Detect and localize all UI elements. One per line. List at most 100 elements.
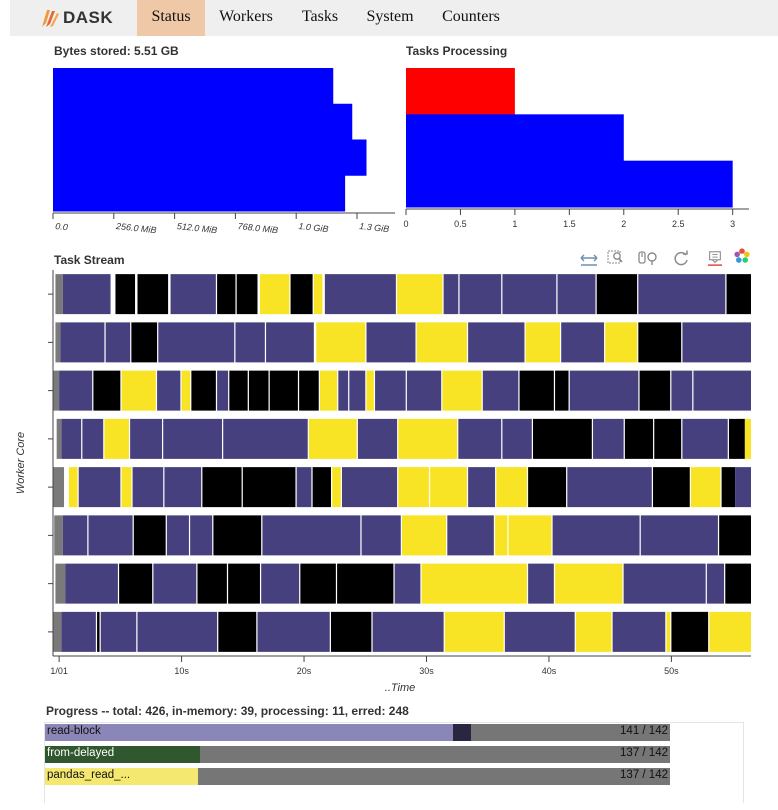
task-stream-bar — [97, 611, 100, 652]
stream-y-label: Worker Core — [15, 432, 27, 494]
task-stream-bar — [654, 418, 682, 459]
progress-row-read-block[interactable]: read-block 141 / 142 — [45, 724, 670, 741]
task-stream-bar — [482, 370, 519, 411]
processing-bar — [406, 68, 515, 115]
task-stream-bar — [458, 418, 502, 459]
progress-frame — [44, 722, 744, 803]
nav-system[interactable]: System — [366, 8, 414, 25]
task-stream-bar — [719, 515, 751, 556]
nav-workers[interactable]: Workers — [219, 8, 273, 25]
bytes-x-tick-label: 256.0 MiB — [115, 221, 157, 235]
task-stream-bar — [459, 274, 502, 315]
task-stream-bar — [104, 418, 129, 459]
task-stream-bar — [394, 563, 421, 604]
processing-x-tick-label: 0 — [403, 219, 408, 229]
processing-bar — [406, 114, 624, 162]
task-stream-bar — [299, 370, 319, 411]
dask-logo-icon — [42, 10, 59, 27]
processing-bar — [406, 160, 733, 208]
stream-x-tick-label: 1/01 — [50, 666, 68, 676]
pan-icon[interactable] — [580, 250, 598, 266]
processing-x-tick-label: 1.5 — [563, 219, 576, 229]
task-stream-bar — [575, 611, 612, 652]
task-stream-bar — [137, 274, 169, 315]
task-stream-bar — [495, 515, 508, 556]
progress-row-from-delayed[interactable]: from-delayed 137 / 142 — [45, 746, 670, 763]
bytes-x-tick-label: 1.0 GiB — [298, 221, 329, 234]
dask-logo[interactable]: DASK — [38, 6, 113, 30]
task-stream-bar — [502, 274, 557, 315]
task-stream-bar — [416, 322, 467, 363]
task-stream-bar — [721, 467, 736, 508]
nav-counters[interactable]: Counters — [442, 8, 500, 25]
bytes-stored-chart[interactable]: 0.0 256.0 MiB 512.0 MiB 768.0 MiB 1.0 GiB 1.3… — [0, 0, 778, 250]
task-stream-bar — [421, 563, 527, 604]
task-stream-bar — [508, 515, 552, 556]
stream-x-tick-label: 20s — [297, 666, 312, 676]
task-stream-chart[interactable]: 1/01 10s 20s 30s 40s 50s ..Time Worker Core — [0, 0, 778, 700]
bytes-bar — [53, 68, 334, 105]
task-stream-bar — [100, 611, 137, 652]
task-stream-bar — [468, 467, 496, 508]
task-stream-bar — [266, 322, 314, 363]
task-stream-bar — [706, 563, 725, 604]
task-stream-bar — [593, 418, 624, 459]
task-stream-bar — [157, 370, 181, 411]
task-stream-bar — [357, 418, 398, 459]
navbar: DASK Status Workers Tasks System Counter… — [10, 0, 778, 36]
task-stream-bar — [372, 611, 444, 652]
task-stream-bar — [228, 563, 260, 604]
task-stream-bar — [257, 611, 330, 652]
tasks-processing-chart[interactable]: 0 0.5 1 1.5 2 2.5 3 — [0, 0, 778, 250]
processing-x-tick-label: 3 — [730, 219, 735, 229]
task-stream-bar — [59, 370, 93, 411]
task-stream-bar — [444, 611, 504, 652]
bytes-x-tick-label: 512.0 MiB — [176, 221, 217, 235]
task-stream-bar — [181, 370, 191, 411]
task-stream-bar — [262, 515, 361, 556]
nav-tasks[interactable]: Tasks — [301, 8, 339, 25]
task-stream-bar — [366, 370, 374, 411]
stream-x-tick-label: 30s — [419, 666, 434, 676]
progress-task-count: 137 / 142 — [620, 747, 668, 759]
task-stream-bar — [653, 467, 690, 508]
progress-task-count: 137 / 142 — [620, 769, 668, 781]
task-stream-bar — [60, 322, 105, 363]
bytes-stored-title: Bytes stored: 5.51 GB — [54, 44, 179, 58]
task-stream-bar — [319, 370, 338, 411]
hover-icon[interactable] — [706, 250, 724, 266]
task-stream-bar — [290, 274, 313, 315]
task-stream-bar — [313, 274, 323, 315]
task-stream-bar — [519, 370, 554, 411]
task-stream-bar — [115, 274, 136, 315]
progress-row-pandas-read[interactable]: pandas_read_... 137 / 142 — [45, 768, 670, 785]
task-stream-bar — [78, 467, 121, 508]
progress-memory-fill — [45, 724, 453, 741]
nav-status[interactable]: Status — [137, 0, 205, 36]
task-stream-bar — [217, 370, 229, 411]
progress-title: Progress -- total: 426, in-memory: 39, p… — [46, 704, 409, 718]
bytes-bar — [53, 175, 346, 212]
task-stream-bar — [166, 515, 189, 556]
task-stream-bar — [105, 322, 131, 363]
task-stream-bar — [349, 370, 366, 411]
task-stream-bar — [569, 370, 639, 411]
task-stream-bar — [132, 467, 164, 508]
task-stream-bar — [308, 418, 357, 459]
task-stream-bar — [164, 467, 202, 508]
box-zoom-icon[interactable] — [606, 250, 624, 266]
bytes-x-tick-label: 0.0 — [55, 221, 68, 232]
processing-x-tick-label: 1 — [512, 219, 517, 229]
task-stream-bar — [133, 515, 166, 556]
reset-icon[interactable] — [672, 250, 690, 266]
task-stream-bar — [88, 515, 133, 556]
task-stream-bar — [218, 611, 257, 652]
task-stream-bar — [65, 563, 118, 604]
wheel-zoom-icon[interactable] — [638, 250, 660, 266]
task-stream-bar — [567, 467, 652, 508]
processing-x-tick-label: 2 — [621, 219, 626, 229]
task-stream-bar — [533, 418, 592, 459]
task-stream-bar — [726, 274, 751, 315]
task-stream-bar — [158, 322, 235, 363]
task-stream-bar — [402, 515, 447, 556]
